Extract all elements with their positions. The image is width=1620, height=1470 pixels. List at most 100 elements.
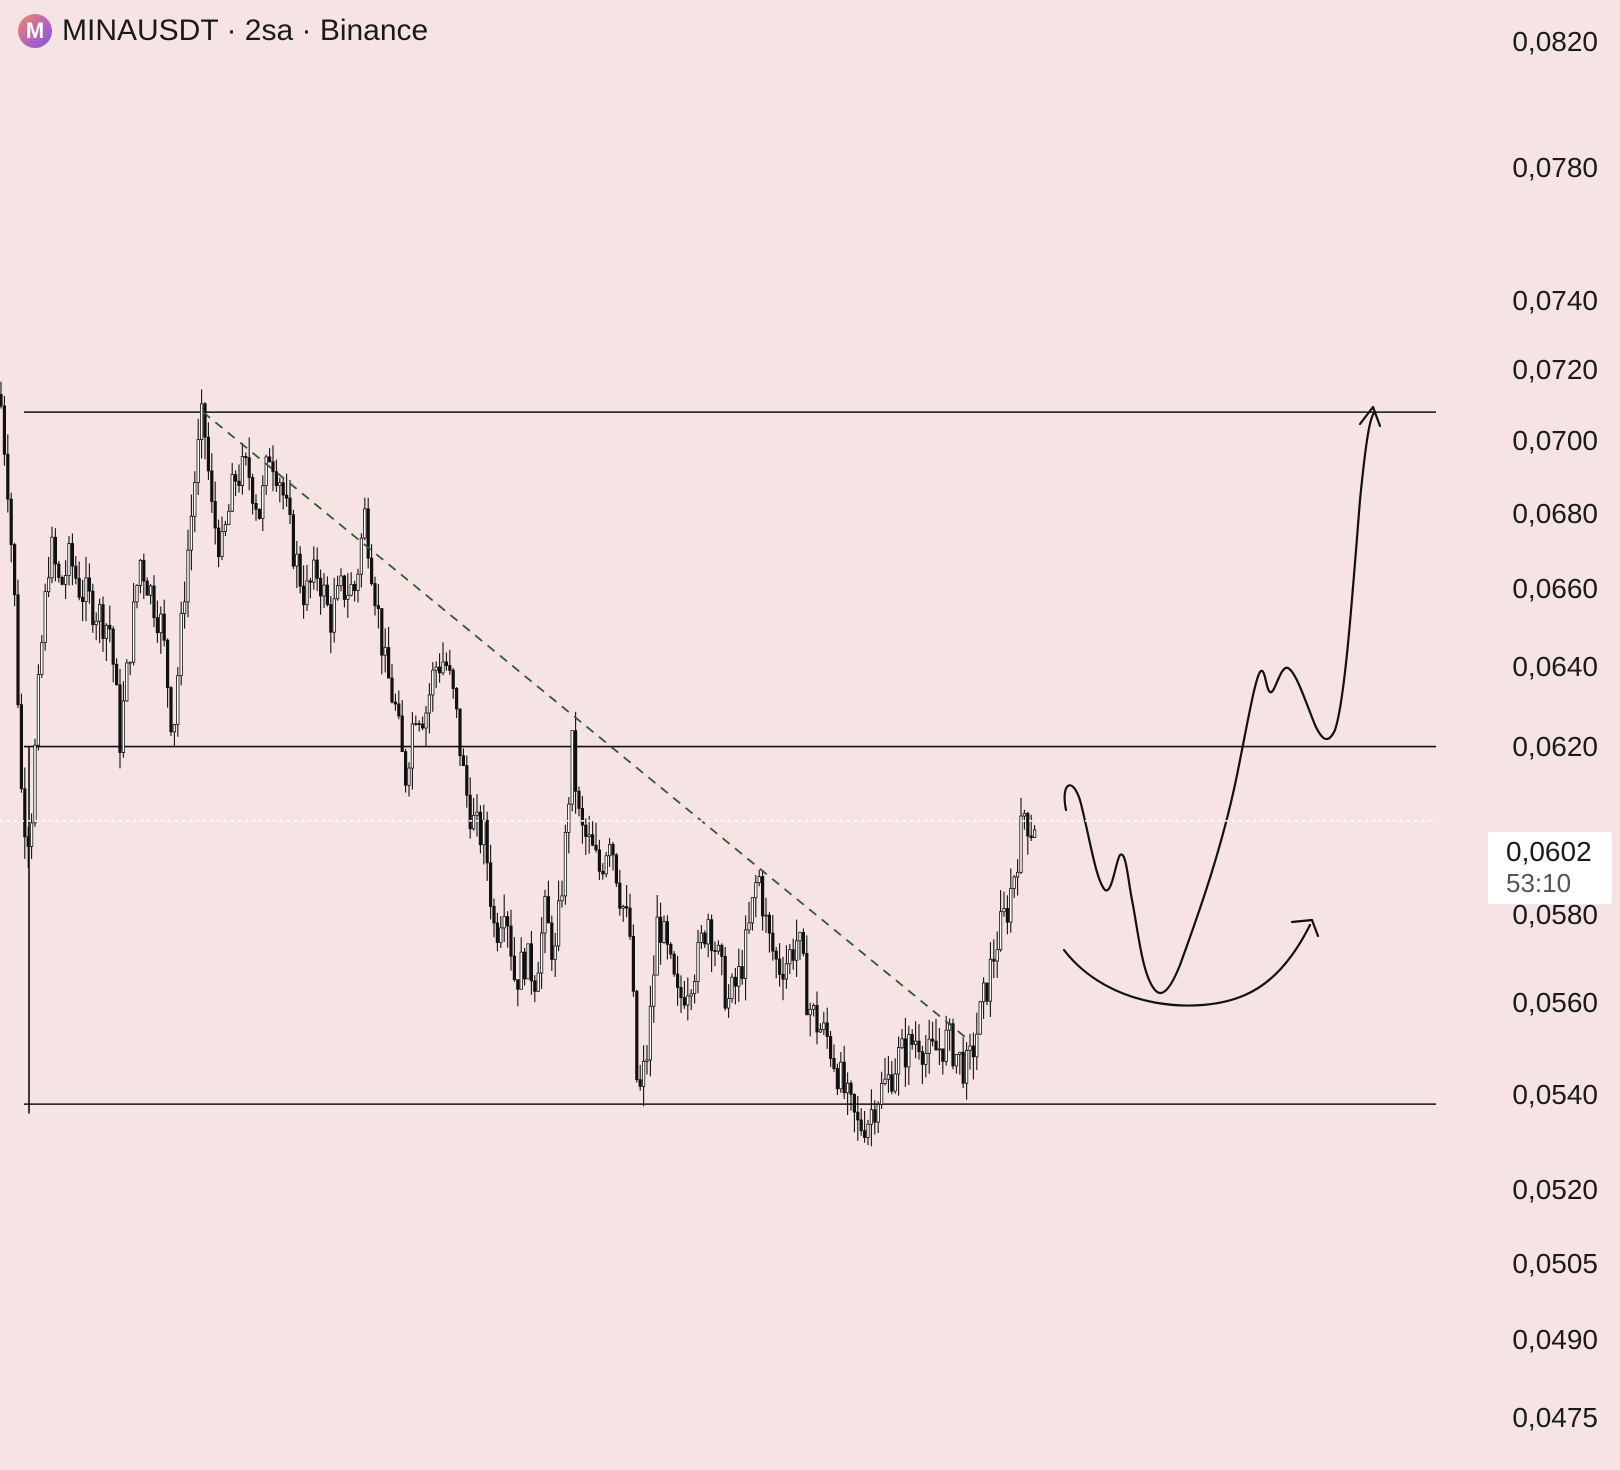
candle-body [437, 666, 442, 674]
candle-body [131, 601, 136, 663]
candle-body [975, 1033, 979, 1058]
candle-body [284, 494, 289, 499]
candle-body [614, 854, 619, 884]
candle-body [750, 897, 755, 924]
candle-body [220, 531, 224, 557]
candle-body [118, 684, 122, 753]
candle-body [203, 403, 207, 438]
candle-body [631, 936, 636, 992]
candle-body [992, 958, 996, 962]
candle-body [1009, 888, 1013, 923]
candle-body [91, 590, 95, 626]
candle-body [788, 949, 792, 965]
candle-body [257, 508, 262, 519]
candle-body [533, 980, 537, 992]
candle-body [842, 1061, 846, 1094]
candle-body [876, 1104, 880, 1123]
candle-body [880, 1083, 884, 1106]
drawings [1062, 405, 1382, 1007]
arrow-head-up-icon [1358, 405, 1382, 428]
candle-body [1019, 815, 1023, 873]
candle-body [584, 824, 588, 837]
candle-body [699, 932, 704, 943]
candle-body [152, 585, 156, 619]
candle-body [601, 870, 605, 875]
candle-body [206, 436, 210, 472]
candle-body [495, 922, 500, 944]
candle-body [40, 642, 44, 675]
candle-body [897, 1047, 901, 1075]
candle-body [125, 662, 129, 702]
candle-body [937, 1048, 942, 1051]
candle-body [468, 794, 472, 830]
candle-body [995, 949, 999, 962]
candle-body [672, 953, 676, 975]
candle-body [944, 1029, 948, 1062]
mina-logo-icon: M [18, 14, 52, 48]
candle-body [689, 993, 693, 997]
candle-body [927, 1038, 931, 1054]
candle-body [733, 976, 738, 987]
candle-body [829, 1036, 833, 1059]
candle-body [431, 669, 435, 696]
candle-body [322, 584, 326, 597]
candle-body [179, 613, 183, 677]
candle-body [635, 990, 639, 1081]
candle-body [519, 951, 523, 990]
price-tick-label: 0,0540 [1512, 1078, 1598, 1110]
candle-body [757, 876, 761, 884]
candle-body [710, 919, 714, 951]
candle-body [574, 730, 578, 792]
candle-body [121, 700, 125, 753]
candle-body [784, 963, 789, 980]
candle-body [363, 508, 367, 539]
candle-body [951, 1023, 955, 1067]
candle-body [162, 613, 166, 641]
candle-body [135, 585, 139, 603]
candle-body [12, 544, 17, 596]
candle-body [791, 949, 795, 961]
chart-header[interactable]: M MINAUSDT · 2sa · Binance [18, 14, 428, 48]
candle-body [172, 724, 176, 733]
candle-body [77, 577, 81, 598]
candle-body [621, 906, 625, 909]
candle-body [223, 524, 227, 532]
candle-body [740, 966, 744, 979]
candle-body [869, 1109, 874, 1125]
candle-body [703, 932, 707, 945]
candle-body [1022, 812, 1027, 817]
candle-body [461, 755, 466, 766]
candle-body [199, 403, 204, 440]
candle-body [312, 559, 316, 583]
candle-body [505, 916, 510, 927]
candle-body [247, 457, 251, 478]
candle-body [376, 605, 381, 609]
candle-body [390, 677, 394, 703]
candle-body [846, 1082, 850, 1094]
candle-body [383, 647, 387, 656]
candle-body [458, 708, 462, 757]
candle-body [713, 950, 717, 952]
candle-body [1005, 908, 1010, 923]
candle-body [98, 604, 102, 622]
candle-body [723, 956, 727, 1009]
candle-body [386, 647, 391, 679]
candle-body [380, 608, 384, 656]
candle-body [682, 997, 687, 1006]
price-tick-label: 0,0660 [1512, 573, 1598, 605]
candle-body [393, 701, 398, 705]
candle-body [342, 575, 347, 600]
candle-body [2, 405, 7, 455]
candle-body [863, 1130, 867, 1138]
candle-body [210, 470, 214, 502]
candle-body [778, 958, 782, 975]
candle-body [608, 843, 612, 857]
candle-body [822, 1022, 826, 1030]
candle-body [182, 601, 187, 614]
candle-body [761, 876, 765, 917]
candle-body [540, 932, 544, 974]
candle-body [169, 687, 173, 733]
candle-body [128, 661, 132, 664]
candle-body [774, 950, 778, 960]
